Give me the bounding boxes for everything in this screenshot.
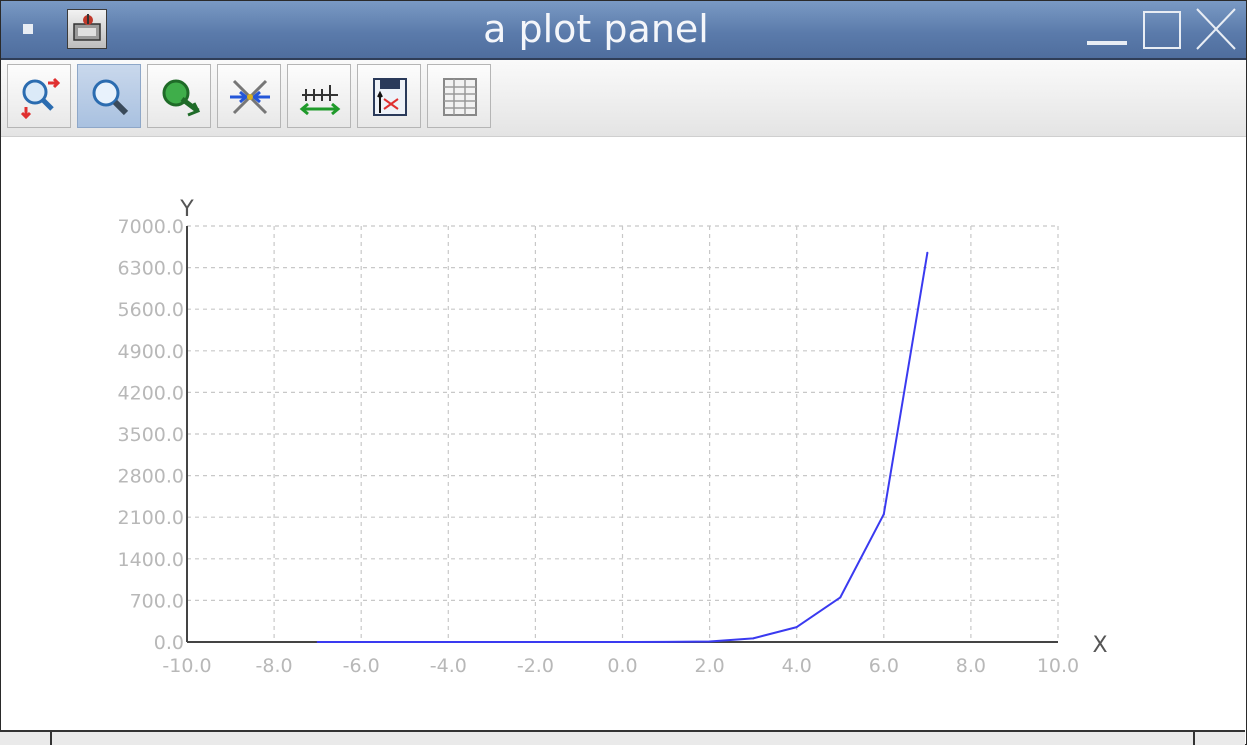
x-tick-label: 2.0 bbox=[694, 655, 724, 677]
axis-scale-button[interactable] bbox=[287, 64, 351, 128]
status-bar bbox=[0, 730, 1245, 745]
y-tick-label: 5600.0 bbox=[118, 299, 184, 321]
pan-button[interactable] bbox=[147, 64, 211, 128]
close-icon bbox=[1196, 8, 1236, 50]
data-point bbox=[577, 641, 580, 643]
data-point bbox=[403, 641, 406, 643]
grid bbox=[187, 225, 1059, 642]
data-table-button[interactable] bbox=[427, 64, 491, 128]
y-tick-label: 4200.0 bbox=[118, 382, 184, 404]
x-tick-label: -8.0 bbox=[256, 655, 293, 677]
window-title: a plot panel bbox=[483, 7, 709, 51]
zoom-button[interactable] bbox=[77, 64, 141, 128]
y-tick-label: 2800.0 bbox=[118, 466, 184, 488]
toolbar bbox=[1, 60, 1246, 137]
x-tick-label: 4.0 bbox=[782, 655, 812, 677]
x-tick-label: 10.0 bbox=[1037, 655, 1079, 677]
axis-scale-icon bbox=[299, 85, 341, 116]
magnifier-icon bbox=[92, 79, 129, 116]
data-point bbox=[665, 640, 668, 643]
title-bar[interactable]: a plot panel bbox=[1, 1, 1246, 60]
y-tick-label: 1400.0 bbox=[118, 549, 184, 571]
data-point bbox=[316, 641, 319, 643]
app-icon bbox=[67, 9, 107, 49]
data-point bbox=[839, 596, 842, 599]
data-point bbox=[882, 513, 885, 516]
data-point bbox=[926, 251, 929, 254]
maximize-button[interactable] bbox=[1139, 7, 1183, 51]
data-point bbox=[490, 641, 493, 643]
table-icon bbox=[443, 78, 477, 116]
x-tick-label: -2.0 bbox=[517, 655, 554, 677]
y-tick-label: 700.0 bbox=[130, 590, 184, 612]
x-tick-label: 8.0 bbox=[956, 655, 986, 677]
series-line-1[interactable] bbox=[317, 252, 929, 643]
data-point bbox=[447, 641, 450, 643]
zoom-reset-icon bbox=[20, 77, 61, 119]
data-point bbox=[752, 637, 755, 640]
data-point bbox=[795, 626, 798, 629]
y-tick-label: 6300.0 bbox=[118, 258, 184, 280]
x-tick-label: -4.0 bbox=[430, 655, 467, 677]
x-tick-label: -6.0 bbox=[343, 655, 380, 677]
save-image-button[interactable] bbox=[357, 64, 421, 128]
y-tick-label: 0.0 bbox=[154, 632, 184, 654]
pan-icon bbox=[162, 79, 201, 117]
axis-settings-icon bbox=[230, 79, 270, 115]
y-tick-label: 2100.0 bbox=[118, 507, 184, 529]
y-tick-label: 7000.0 bbox=[118, 216, 184, 238]
y-tick-label: 4900.0 bbox=[118, 341, 184, 363]
save-plot-icon bbox=[373, 78, 407, 116]
zoom-in-out-button[interactable] bbox=[7, 64, 71, 128]
data-point bbox=[534, 641, 537, 643]
window-menu-icon[interactable] bbox=[23, 24, 33, 34]
x-tick-label: -10.0 bbox=[162, 655, 211, 677]
series bbox=[316, 251, 929, 643]
y-tick-label: 3500.0 bbox=[118, 424, 184, 446]
axis-settings-button[interactable] bbox=[217, 64, 281, 128]
data-point bbox=[621, 641, 624, 643]
tick-labels: -10.0 -8.0 -6.0 -4.0 -2.0 0.0 2.0 4.0 6.0 8.0 10.0… bbox=[118, 216, 1080, 677]
x-tick-label: 6.0 bbox=[869, 655, 899, 677]
data-point bbox=[708, 640, 711, 643]
y-axis-label: Y bbox=[179, 197, 194, 222]
x-axis-label: X bbox=[1092, 633, 1107, 658]
data-point bbox=[360, 641, 363, 643]
close-button[interactable] bbox=[1193, 7, 1239, 51]
minimize-button[interactable] bbox=[1085, 7, 1129, 51]
x-tick-label: 0.0 bbox=[607, 655, 637, 677]
line-chart[interactable]: -10.0 -8.0 -6.0 -4.0 -2.0 0.0 2.0 4.0 6.0 8.0 10.0… bbox=[0, 136, 1245, 730]
